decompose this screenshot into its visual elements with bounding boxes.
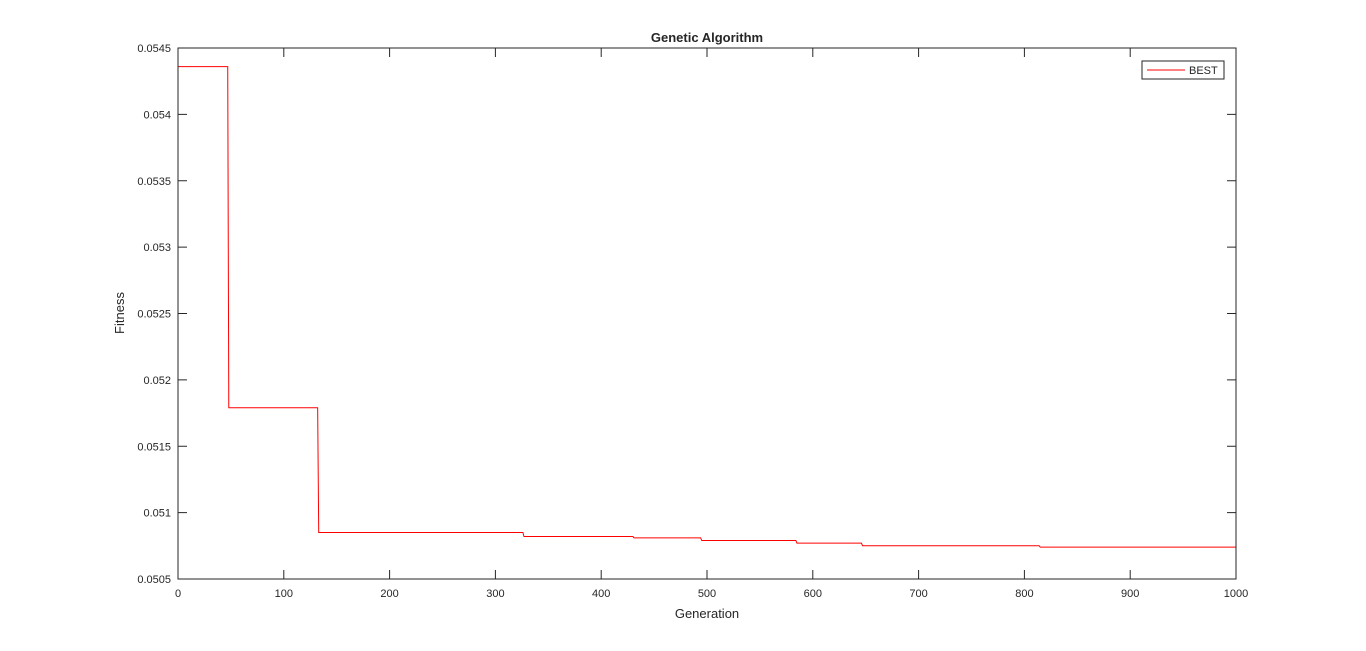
- legend: BEST: [1141, 60, 1225, 80]
- series-line-best: [178, 66, 1236, 548]
- y-axis-label: Fitness: [112, 292, 127, 334]
- x-tick-label: 300: [486, 588, 504, 600]
- chart-title: Genetic Algorithm: [651, 30, 763, 45]
- x-axis-label: Generation: [675, 606, 739, 621]
- x-tick-label: 1000: [1224, 588, 1248, 600]
- x-tick-label: 600: [804, 588, 822, 600]
- y-tick-label: 0.0505: [137, 574, 171, 586]
- x-tick-label: 900: [1121, 588, 1139, 600]
- x-tick-label: 800: [1015, 588, 1033, 600]
- y-tick-label: 0.051: [143, 508, 171, 520]
- y-tick-label: 0.0515: [137, 441, 171, 453]
- y-axis: 0.0505 0.051 0.0515 0.052 0.0525 0.053 0.0535 0…: [137, 43, 1236, 586]
- x-tick-label: 700: [909, 588, 927, 600]
- y-tick-label: 0.0545: [137, 43, 171, 55]
- y-tick-label: 0.052: [143, 375, 171, 387]
- x-tick-label: 0: [175, 588, 181, 600]
- legend-label-best: BEST: [1189, 65, 1218, 77]
- y-tick-label: 0.054: [143, 109, 171, 121]
- x-tick-label: 500: [698, 588, 716, 600]
- x-tick-label: 100: [275, 588, 293, 600]
- y-tick-label: 0.0535: [137, 176, 171, 188]
- x-axis: 0 100 200 300 400 500 600 700 800 900 1000: [175, 48, 1248, 600]
- plot-area: [178, 48, 1236, 579]
- y-tick-label: 0.053: [143, 242, 171, 254]
- x-tick-label: 200: [380, 588, 398, 600]
- y-tick-label: 0.0525: [137, 309, 171, 321]
- x-tick-label: 400: [592, 588, 610, 600]
- series-layer: [178, 66, 1236, 548]
